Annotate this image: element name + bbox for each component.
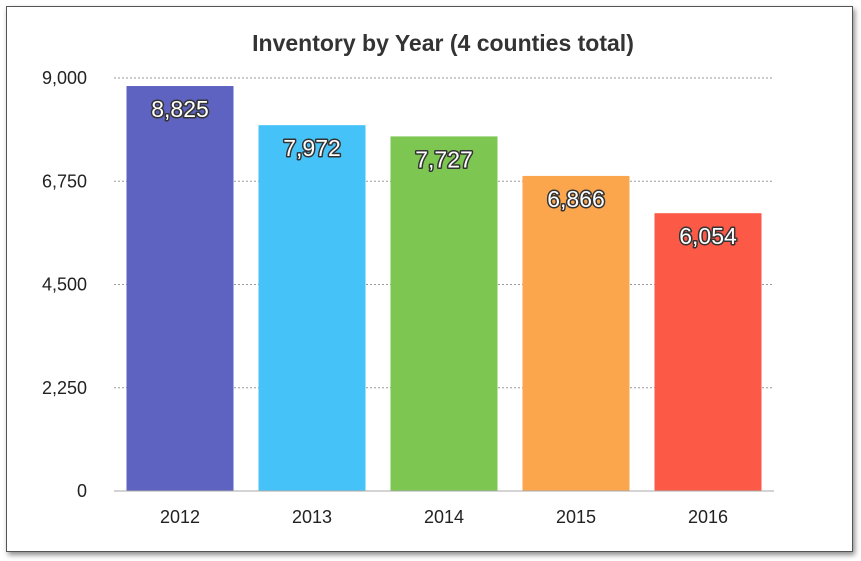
data-label-2015: 6,866 <box>547 186 605 212</box>
x-tick-label: 2012 <box>160 507 200 527</box>
y-tick-label: 4,500 <box>42 275 87 295</box>
data-label-2012: 8,825 <box>151 96 209 122</box>
x-tick-label: 2016 <box>688 507 728 527</box>
bar-2014 <box>390 136 498 491</box>
y-tick-label: 0 <box>77 481 87 501</box>
data-label-2013: 7,972 <box>283 135 341 161</box>
chart-title: Inventory by Year (4 counties total) <box>252 30 634 56</box>
bar-chart: Inventory by Year (4 counties total) 0 2,… <box>42 30 774 527</box>
bar-2012 <box>126 86 234 492</box>
bar-2016 <box>654 213 762 491</box>
y-tick-label: 6,750 <box>42 171 87 191</box>
x-tick-label: 2015 <box>556 507 596 527</box>
x-tick-label: 2014 <box>424 507 464 527</box>
y-tick-label: 2,250 <box>42 378 87 398</box>
y-axis-ticks: 0 2,250 4,500 6,750 9,000 <box>42 68 87 501</box>
y-tick-label: 9,000 <box>42 68 87 88</box>
chart-frame: Inventory by Year (4 counties total) 0 2,… <box>6 6 853 552</box>
bars <box>126 86 762 492</box>
x-tick-label: 2013 <box>292 507 332 527</box>
data-label-2016: 6,054 <box>679 223 737 249</box>
data-label-2014: 7,727 <box>415 146 473 172</box>
bar-2015 <box>522 175 630 492</box>
bar-2013 <box>258 125 366 492</box>
data-labels: 8,825 7,972 7,727 6,866 6,054 <box>150 95 739 251</box>
x-axis-ticks: 2012 2013 2014 2015 2016 <box>160 507 728 527</box>
